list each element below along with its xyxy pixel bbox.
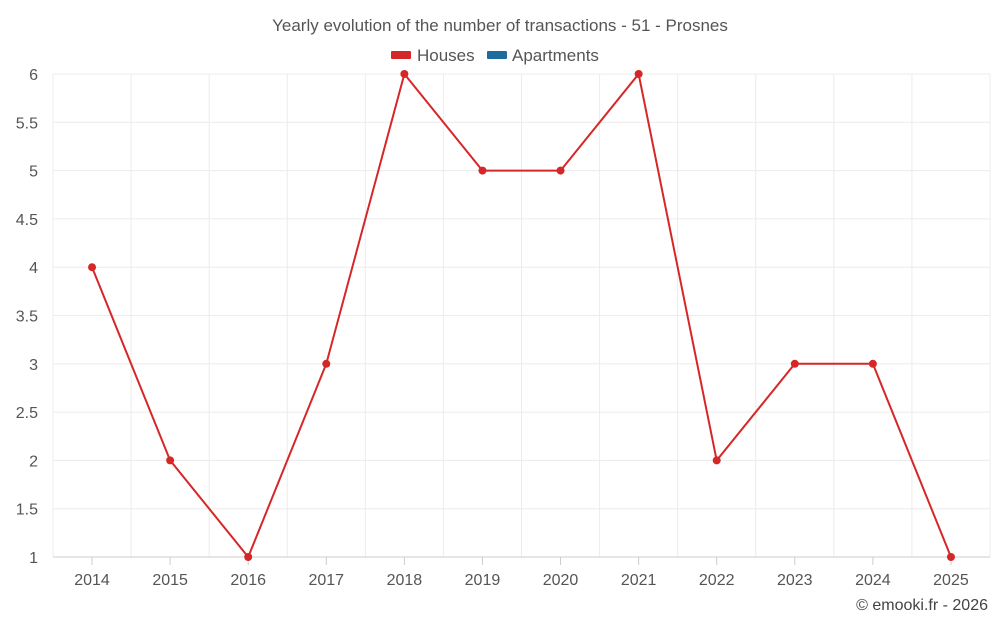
x-tick-label: 2018 xyxy=(387,572,423,589)
data-point-houses[interactable] xyxy=(556,166,565,175)
x-tick-label: 2020 xyxy=(543,572,579,589)
data-point-houses[interactable] xyxy=(712,456,721,465)
y-tick-label: 4 xyxy=(29,260,38,277)
y-tick-label: 3 xyxy=(29,357,38,374)
y-tick-label: 5.5 xyxy=(16,115,38,132)
data-point-houses[interactable] xyxy=(322,359,331,368)
data-point-houses[interactable] xyxy=(166,456,175,465)
y-tick-label: 2 xyxy=(29,453,38,470)
x-tick-label: 2024 xyxy=(855,572,891,589)
data-point-houses[interactable] xyxy=(400,70,409,78)
chart-title: Yearly evolution of the number of transa… xyxy=(272,16,728,35)
x-tick-label: 2021 xyxy=(621,572,657,589)
legend-swatch-houses[interactable] xyxy=(391,51,411,59)
credit-text: © emooki.fr - 2026 xyxy=(856,597,988,614)
x-tick-label: 2023 xyxy=(777,572,813,589)
series-line-houses xyxy=(91,73,952,558)
grid xyxy=(52,73,991,557)
y-tick-label: 1 xyxy=(29,550,38,567)
data-point-houses[interactable] xyxy=(478,166,487,175)
x-tick-label: 2017 xyxy=(308,572,344,589)
x-tick-label: 2022 xyxy=(699,572,735,589)
data-point-houses[interactable] xyxy=(946,553,955,561)
x-tick-label: 2019 xyxy=(465,572,501,589)
x-tick-label: 2014 xyxy=(74,572,110,589)
axes: 1 1.5 2 2.5 3 3.5 4 4.5 5 5.5 6 2014 2015 2016 2017 201… xyxy=(16,67,990,589)
x-tick-label: 2025 xyxy=(933,572,969,589)
data-point-houses[interactable] xyxy=(790,359,799,368)
y-tick-label: 3.5 xyxy=(16,309,38,326)
legend-label-apartments[interactable]: Apartments xyxy=(512,46,599,65)
legend-label-houses[interactable]: Houses xyxy=(417,46,475,65)
y-tick-label: 6 xyxy=(29,67,38,84)
data-point-houses[interactable] xyxy=(634,70,643,78)
y-tick-label: 5 xyxy=(29,164,38,181)
legend: Houses Apartments xyxy=(391,46,599,65)
data-point-houses[interactable] xyxy=(868,359,877,368)
data-point-houses[interactable] xyxy=(244,553,253,561)
y-tick-label: 2.5 xyxy=(16,405,38,422)
x-tick-label: 2016 xyxy=(230,572,266,589)
y-tick-label: 4.5 xyxy=(16,212,38,229)
series-houses xyxy=(88,70,955,561)
x-tick-label: 2015 xyxy=(152,572,188,589)
legend-swatch-apartments[interactable] xyxy=(487,51,507,59)
y-tick-label: 1.5 xyxy=(16,502,38,519)
data-point-houses[interactable] xyxy=(88,263,97,272)
